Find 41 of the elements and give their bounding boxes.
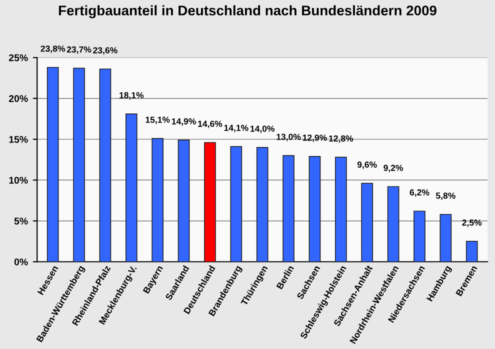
bar — [414, 210, 426, 262]
bar — [152, 138, 164, 262]
data-label: 14,6% — [198, 120, 222, 128]
bar — [387, 186, 400, 262]
bar — [125, 114, 138, 262]
data-label: 23,7% — [66, 46, 92, 54]
bar — [256, 147, 268, 262]
y-tick-label: 0% — [14, 258, 28, 266]
data-label: 9,6% — [357, 162, 377, 169]
bar — [308, 156, 321, 262]
chart-title: Fertigbauanteil in Deutschland nach Bundesländern 2009 — [58, 5, 436, 18]
data-label: 23,6% — [93, 47, 118, 55]
y-tick-label: 15% — [9, 136, 28, 143]
bar — [73, 68, 85, 262]
y-tick-label: 25% — [8, 54, 28, 62]
bar — [99, 68, 112, 262]
data-label: 13,0% — [276, 134, 301, 142]
data-label: 14,9% — [172, 118, 196, 126]
bar — [46, 66, 59, 262]
data-label: 18,1% — [120, 92, 144, 100]
bar — [230, 146, 242, 262]
bar — [204, 142, 216, 262]
bar — [334, 156, 347, 262]
data-label: 9,2% — [384, 164, 404, 172]
data-label: 12,8% — [329, 135, 354, 143]
data-label: 5,8% — [436, 192, 456, 200]
bar — [361, 182, 374, 262]
data-label: 12,9% — [302, 134, 327, 142]
data-label: 14,0% — [250, 126, 275, 134]
bar — [282, 155, 294, 262]
bar — [440, 214, 452, 262]
data-label: 14,1% — [224, 124, 248, 132]
data-label: 2,5% — [462, 220, 482, 227]
y-tick-label: 5% — [14, 218, 28, 225]
data-label: 15,1% — [146, 116, 170, 124]
bar — [466, 240, 478, 262]
y-tick-label: 10% — [9, 176, 28, 184]
data-label: 23,8% — [40, 46, 66, 54]
y-tick-label: 20% — [8, 95, 28, 102]
bar — [178, 140, 190, 262]
data-label: 6,2% — [410, 189, 430, 197]
